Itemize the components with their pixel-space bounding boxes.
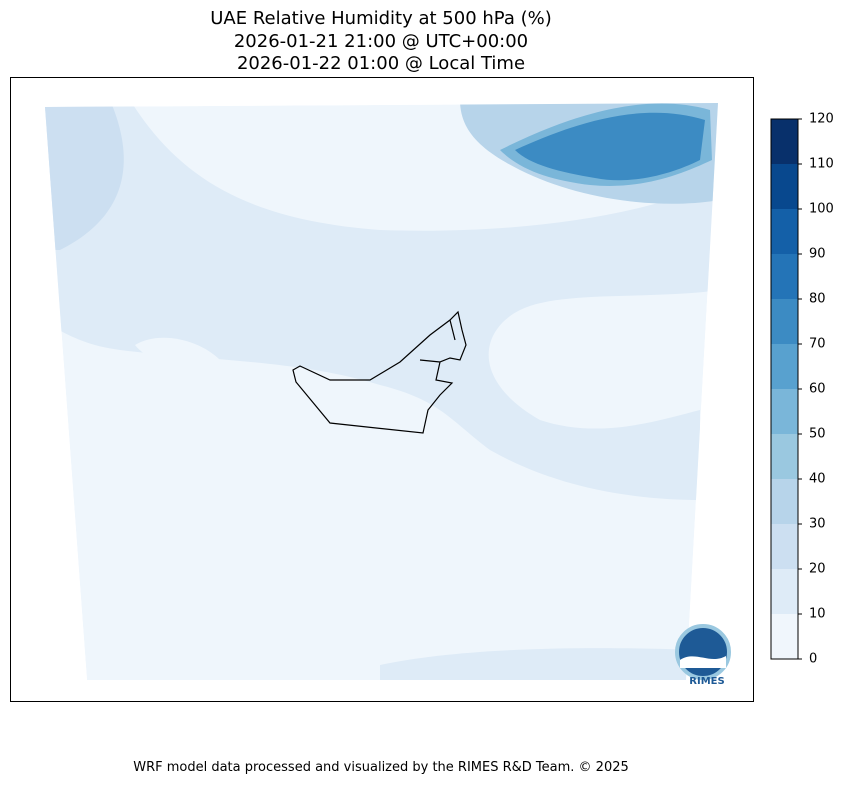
- colorbar-band: [771, 434, 798, 479]
- colorbar-band: [771, 119, 798, 164]
- colorbar-band: [771, 209, 798, 254]
- map: RIMES: [10, 77, 754, 702]
- colorbar-band: [771, 389, 798, 434]
- colorbar-band: [771, 614, 798, 659]
- colorbar-tick-label: 110: [809, 157, 834, 172]
- colorbar-tick-label: 60: [809, 382, 826, 397]
- colorbar: 0 10 20 30 40 50 60 70 80 90 100 110 120: [770, 112, 834, 667]
- colorbar-band: [771, 344, 798, 389]
- colorbar-tick-label: 70: [809, 337, 826, 352]
- colorbar-tick-label: 120: [809, 112, 834, 127]
- field: [45, 103, 718, 680]
- colorbar-tick-label: 80: [809, 292, 826, 307]
- uae-outline: [292, 310, 467, 434]
- title-line: 2026-01-22 01:00 @ Local Time: [237, 53, 525, 74]
- colorbar-band: [771, 569, 798, 614]
- footer: WRF model data processed and visualized …: [133, 760, 629, 775]
- title-line: UAE Relative Humidity at 500 hPa (%): [210, 8, 551, 29]
- colorbar-band: [771, 254, 798, 299]
- colorbar-band: [771, 524, 798, 569]
- colorbar-tick-label: 20: [809, 562, 826, 577]
- colorbar-tick-label: 10: [809, 607, 826, 622]
- logo-text: RIMES: [689, 676, 724, 687]
- colorbar-tick-label: 90: [809, 247, 826, 262]
- colorbar-band: [771, 299, 798, 344]
- colorbar-tick-label: 50: [809, 427, 826, 442]
- title-line: 2026-01-21 21:00 @ UTC+00:00: [234, 31, 528, 52]
- colorbar-band: [771, 479, 798, 524]
- logo: RIMES: [675, 624, 731, 687]
- colorbar-tick-label: 0: [809, 652, 817, 667]
- colorbar-tick-label: 30: [809, 517, 826, 532]
- colorbar-tick-label: 100: [809, 202, 834, 217]
- colorbar-band: [771, 164, 798, 209]
- colorbar-tick-label: 40: [809, 472, 826, 487]
